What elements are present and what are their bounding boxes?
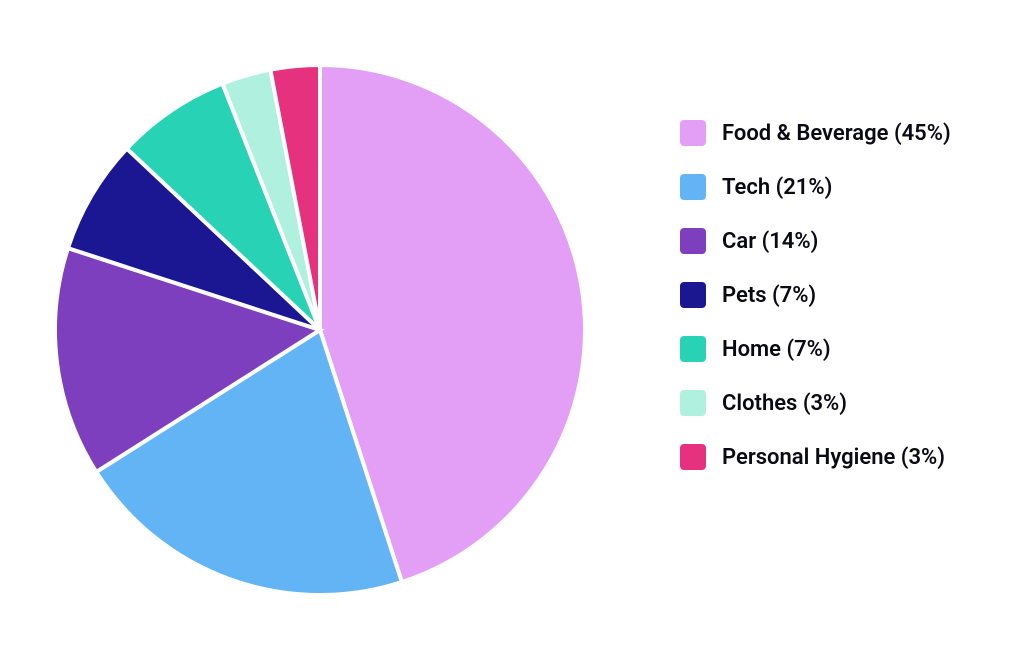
legend-label: Clothes (3%) <box>722 391 847 416</box>
legend-item: Tech (21%) <box>680 174 951 200</box>
legend-item: Personal Hygiene (3%) <box>680 444 951 470</box>
legend-swatch <box>680 336 706 362</box>
chart-container: Food & Beverage (45%) Tech (21%) Car (14%)… <box>0 0 1024 662</box>
legend-item: Car (14%) <box>680 228 951 254</box>
legend-label: Home (7%) <box>722 337 831 362</box>
pie-svg <box>40 40 600 620</box>
legend-label: Car (14%) <box>722 229 818 254</box>
legend-swatch <box>680 282 706 308</box>
legend-label: Pets (7%) <box>722 283 816 308</box>
legend-item: Home (7%) <box>680 336 951 362</box>
legend-item: Food & Beverage (45%) <box>680 120 951 146</box>
pie-chart <box>40 40 600 620</box>
legend: Food & Beverage (45%) Tech (21%) Car (14%)… <box>680 120 951 470</box>
legend-swatch <box>680 120 706 146</box>
legend-item: Clothes (3%) <box>680 390 951 416</box>
legend-label: Tech (21%) <box>722 175 832 200</box>
legend-swatch <box>680 444 706 470</box>
legend-swatch <box>680 174 706 200</box>
legend-swatch <box>680 390 706 416</box>
legend-label: Food & Beverage (45%) <box>722 121 951 146</box>
legend-label: Personal Hygiene (3%) <box>722 445 945 470</box>
legend-item: Pets (7%) <box>680 282 951 308</box>
legend-swatch <box>680 228 706 254</box>
